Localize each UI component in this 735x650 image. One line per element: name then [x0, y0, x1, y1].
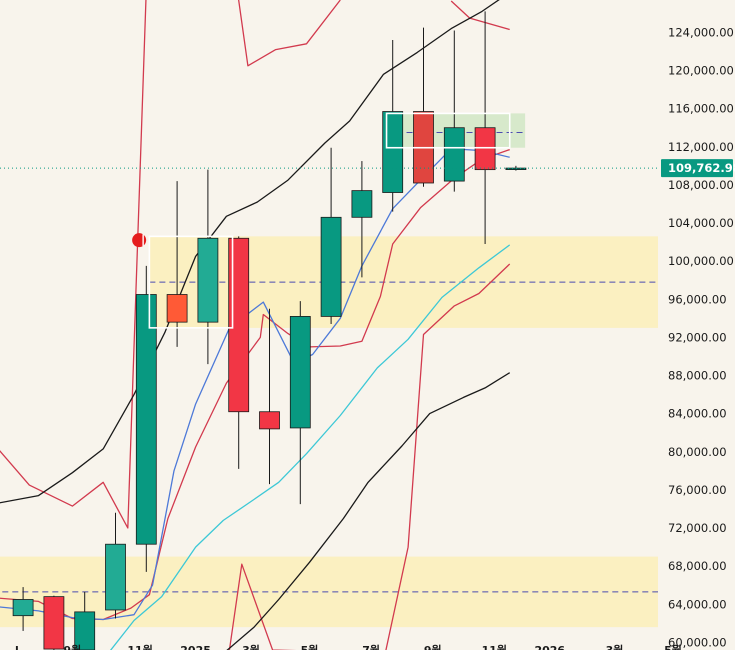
- y-tick-label: 68,000.00: [668, 559, 727, 573]
- y-tick-label: 116,000.00: [668, 102, 734, 116]
- candle-body: [43, 596, 65, 650]
- candle-12[interactable]: [382, 40, 404, 212]
- y-tick-label: 80,000.00: [668, 445, 727, 459]
- candle-15[interactable]: [474, 11, 496, 244]
- x-tick-label: 11월: [127, 643, 152, 650]
- x-tick-label: 2026: [534, 644, 565, 650]
- candle-16[interactable]: [505, 165, 527, 171]
- y-tick-label: 84,000.00: [668, 407, 727, 421]
- y-tick-label: 64,000.00: [668, 597, 727, 611]
- candle-6[interactable]: [197, 169, 219, 365]
- candle-5[interactable]: [166, 181, 188, 347]
- current-price-label: 109,762.98: [668, 161, 735, 175]
- indicator-line-0: [0, 0, 147, 529]
- candle-1[interactable]: [43, 595, 65, 650]
- white-frame-1: [385, 112, 511, 149]
- candle-9[interactable]: [289, 301, 311, 505]
- candle-10[interactable]: [320, 147, 342, 325]
- current-price-badge: [661, 159, 733, 178]
- candle-body: [505, 167, 527, 170]
- y-tick-label: 72,000.00: [668, 521, 727, 535]
- x-tick-label: l: [15, 644, 19, 650]
- indicator-line-7: [109, 244, 511, 650]
- candle-body: [166, 294, 188, 323]
- x-tick-label: 5월: [301, 643, 319, 650]
- candle-4[interactable]: [135, 265, 157, 572]
- indicator-line-9: [226, 372, 511, 650]
- candle-body: [135, 294, 157, 545]
- y-tick-label: 100,000.00: [668, 254, 734, 268]
- candle-body: [197, 237, 219, 323]
- candles[interactable]: [12, 11, 527, 650]
- candle-body: [105, 543, 126, 611]
- candle-body: [474, 127, 496, 171]
- y-tick-label: 124,000.00: [668, 25, 734, 39]
- candle-body: [351, 190, 373, 218]
- x-axis[interactable]: l 9월 11월 2025 3월 5월 7월 9월 11월 2026 3월 5월: [15, 643, 682, 650]
- candle-14[interactable]: [443, 30, 465, 192]
- x-tick-label: 11월: [482, 643, 507, 650]
- indicator-line-1: [237, 0, 341, 67]
- candle-body: [74, 611, 96, 650]
- x-tick-label: 3월: [242, 643, 260, 650]
- x-tick-label: 2025: [180, 644, 211, 650]
- candle-2[interactable]: [74, 591, 96, 650]
- candle-0[interactable]: [12, 587, 34, 631]
- white-frames: [148, 112, 511, 329]
- x-tick-label: 7월: [362, 643, 380, 650]
- candle-body: [382, 111, 404, 193]
- y-tick-label: 120,000.00: [668, 64, 734, 78]
- candle-7[interactable]: [228, 236, 250, 469]
- y-tick-label: 92,000.00: [668, 330, 727, 344]
- y-axis[interactable]: 60,000.00 64,000.00 68,000.00 72,000.00 76,0…: [661, 25, 735, 649]
- x-tick-label: 3월: [606, 643, 624, 650]
- signal-marker: [132, 233, 147, 248]
- candle-body: [12, 599, 34, 617]
- indicator-line-3: [228, 563, 297, 650]
- candle-body: [443, 127, 465, 182]
- y-tick-label: 60,000.00: [668, 635, 727, 649]
- x-tick-label: 9월: [424, 643, 442, 650]
- candle-body: [259, 411, 280, 430]
- y-tick-label: 104,000.00: [668, 216, 734, 230]
- zone-band-1: [0, 556, 659, 628]
- y-tick-label: 112,000.00: [668, 140, 734, 154]
- candle-body: [228, 237, 250, 413]
- candle-body: [289, 316, 311, 429]
- white-frame-0: [148, 235, 234, 329]
- indicator-line-8: [0, 0, 500, 504]
- marker-circle: [132, 233, 147, 248]
- x-tick-label: 9월: [63, 643, 81, 650]
- y-tick-label: 96,000.00: [668, 292, 727, 306]
- y-tick-label: 76,000.00: [668, 483, 727, 497]
- candle-8[interactable]: [259, 308, 280, 485]
- candle-body: [320, 216, 342, 317]
- candle-3[interactable]: [105, 512, 126, 619]
- indicator-line-5: [0, 148, 510, 621]
- y-tick-label: 88,000.00: [668, 369, 727, 383]
- indicator-line-4: [385, 263, 511, 650]
- x-tick-label: 5월: [664, 643, 682, 650]
- candle-11[interactable]: [351, 161, 373, 278]
- y-tick-label: 108,000.00: [668, 178, 734, 192]
